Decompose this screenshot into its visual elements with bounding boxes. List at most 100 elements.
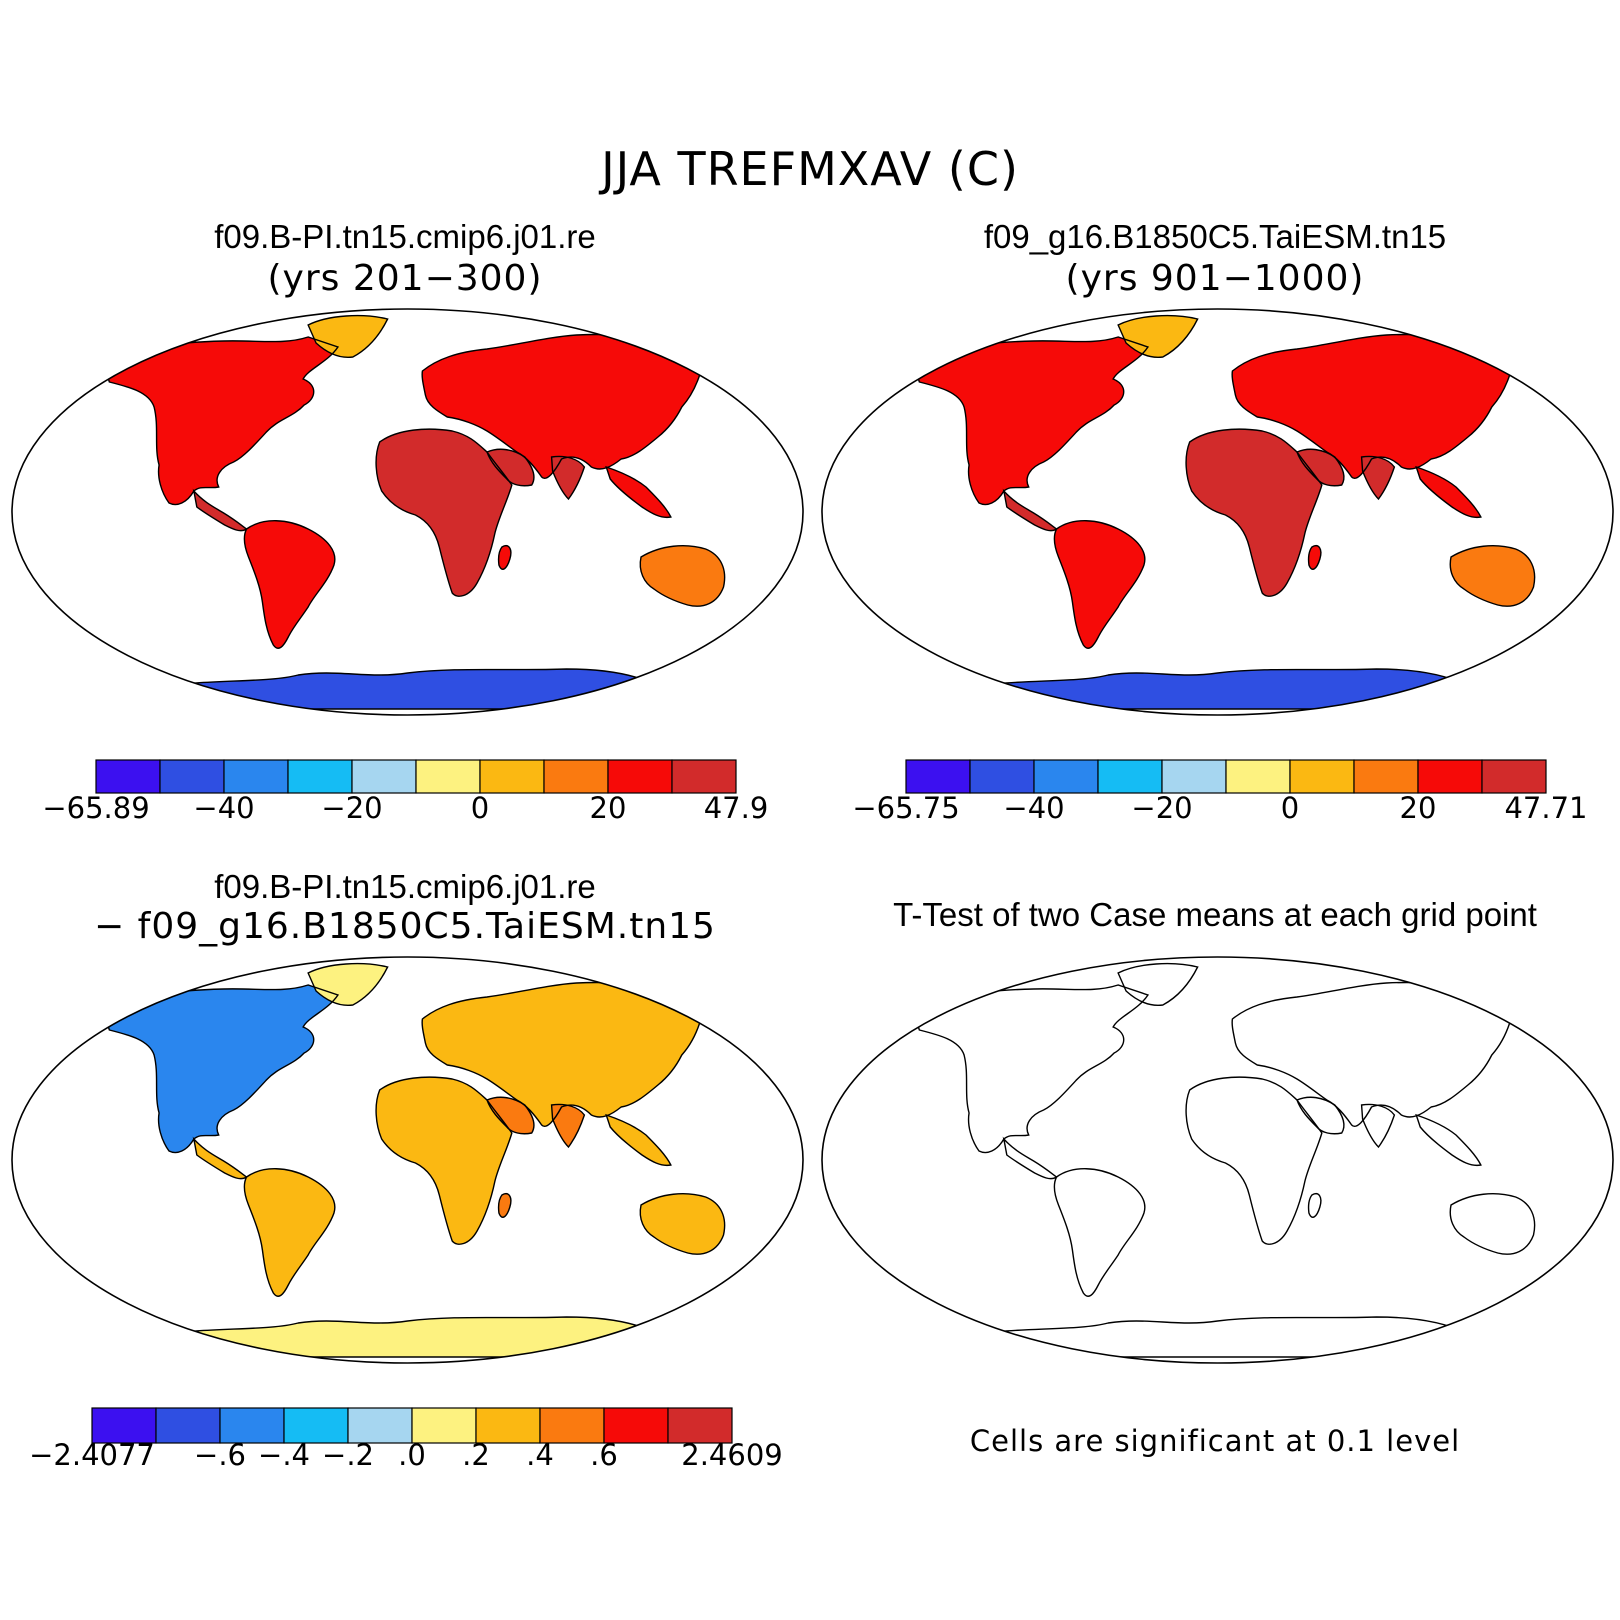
case1-madagascar-coast — [499, 546, 511, 570]
case2-antarctica-coast — [969, 669, 1466, 709]
map-difference-border — [12, 957, 803, 1363]
colorbar-case1-label-4: 20 — [590, 791, 627, 825]
colorbar-case1-box-0 — [95, 759, 161, 794]
panel-case2-title: f09_g16.B1850C5.TaiESM.tn15 — [983, 218, 1447, 255]
colorbar-case2-box-1 — [969, 759, 1035, 794]
case2-samerica-fill — [1054, 520, 1145, 649]
colorbar-case1-label-1: −40 — [193, 791, 254, 825]
case2-eurasia-fill — [1232, 334, 1516, 479]
ttest-namerica-coast — [914, 985, 1148, 1153]
map-case2 — [822, 309, 1613, 715]
ttest-arabia-fill — [1297, 1097, 1344, 1134]
ttest-india-fill — [1361, 1104, 1395, 1147]
case2-samerica-coast — [1054, 521, 1144, 649]
difference-africa-coast — [376, 1077, 512, 1244]
case1-australia-fill — [640, 545, 725, 607]
colorbar-case2: −65.75 −40 −20 0 20 47.71 — [852, 759, 1588, 825]
case2-greenland-fill — [1118, 315, 1198, 358]
case1-africa-fill — [376, 429, 512, 597]
map-difference — [12, 957, 803, 1363]
difference-namerica-fill — [104, 985, 338, 1153]
ttest-australia-coast — [1450, 1194, 1534, 1254]
difference-greenland-coast — [308, 964, 388, 1006]
difference-eurasia-fill — [422, 982, 706, 1127]
case2-arabia-coast — [1297, 449, 1344, 485]
ttest-namerica-fill — [914, 985, 1148, 1153]
case1-arabia-coast — [487, 449, 534, 485]
colorbar-case1-box-8 — [607, 759, 673, 794]
colorbar-case1-label-0: −65.89 — [42, 791, 149, 825]
map-case2-border — [822, 309, 1613, 715]
difference-seasia-fill — [606, 1115, 671, 1166]
ttest-antarctica-fill — [969, 1317, 1466, 1357]
colorbar-difference-label-7: .6 — [590, 1438, 618, 1472]
colorbar-case2-box-3 — [1097, 759, 1163, 794]
ttest-arabia-coast — [1297, 1097, 1344, 1133]
panel-case2-subtitle: (yrs 901−1000) — [1065, 258, 1365, 299]
panel-diff-subtitle: − f09_g16.B1850C5.TaiESM.tn15 — [94, 906, 716, 947]
colorbar-case2-box-4 — [1161, 759, 1227, 794]
ttest-eurasia-fill — [1232, 982, 1516, 1127]
figure-title: JJA TREFMXAV (C) — [601, 142, 1019, 196]
colorbar-difference-box-5 — [411, 1407, 477, 1444]
case2-australia-coast — [1450, 546, 1534, 606]
colorbar-case1-box-2 — [223, 759, 289, 794]
difference-antarctica-fill — [159, 1317, 656, 1357]
case1-africa-coast — [376, 429, 512, 596]
difference-india-coast — [552, 1104, 585, 1147]
colorbar-case2-box-8 — [1417, 759, 1483, 794]
case2-africa-coast — [1186, 429, 1322, 596]
colorbar-case1-box-5 — [415, 759, 481, 794]
colorbar-difference-label-2: −.4 — [258, 1438, 310, 1472]
case1-arabia-fill — [487, 449, 534, 486]
case1-namerica-coast — [104, 337, 338, 505]
case1-namerica-fill — [104, 337, 338, 505]
case2-arabia-fill — [1297, 449, 1344, 486]
colorbar-case1-box-7 — [543, 759, 609, 794]
colorbar-difference-box-4 — [347, 1407, 413, 1444]
colorbar-case1-box-3 — [287, 759, 353, 794]
case1-samerica-coast — [244, 521, 334, 649]
colorbar-difference-label-1: −.6 — [194, 1438, 246, 1472]
colorbar-difference-label-6: .4 — [526, 1438, 554, 1472]
case2-namerica-fill — [914, 337, 1148, 505]
colorbar-case2-box-5 — [1225, 759, 1291, 794]
case1-australia-coast — [640, 546, 724, 606]
case1-antarctica-coast — [159, 669, 656, 709]
map-case1-border — [12, 309, 803, 715]
case2-seasia-fill — [1416, 467, 1481, 518]
colorbar-case2-label-0: −65.75 — [852, 791, 959, 825]
difference-australia-fill — [640, 1193, 725, 1255]
case2-india-fill — [1361, 456, 1395, 499]
colorbar-case1-label-5: 47.9 — [704, 791, 769, 825]
difference-africa-fill — [376, 1077, 512, 1245]
difference-samerica-coast — [244, 1169, 334, 1297]
difference-greenland-fill — [308, 963, 388, 1006]
case2-india-coast — [1362, 456, 1395, 499]
colorbar-case2-box-0 — [905, 759, 971, 794]
colorbar-case1-box-9 — [671, 759, 737, 794]
ttest-india-coast — [1362, 1104, 1395, 1147]
map-case1 — [12, 309, 803, 715]
case2-seasia-coast — [1416, 467, 1481, 517]
case1-samerica-fill — [244, 520, 335, 649]
difference-antarctica-coast — [159, 1317, 656, 1357]
case1-greenland-coast — [308, 316, 388, 358]
ttest-africa-coast — [1186, 1077, 1322, 1244]
difference-seasia-coast — [606, 1115, 671, 1165]
ttest-seasia-fill — [1416, 1115, 1481, 1166]
case2-namerica-coast — [914, 337, 1148, 505]
significance-note: Cells are significant at 0.1 level — [969, 1424, 1461, 1458]
colorbar-difference-box-3 — [283, 1407, 349, 1444]
case1-camerica-fill — [193, 491, 247, 531]
colorbar-difference-box-7 — [539, 1407, 605, 1444]
panel-case1-subtitle: (yrs 201−300) — [267, 258, 543, 299]
case1-antarctica-fill — [159, 669, 656, 709]
colorbar-difference-box-1 — [155, 1407, 221, 1444]
difference-namerica-coast — [104, 985, 338, 1153]
difference-samerica-fill — [244, 1168, 335, 1297]
ttest-africa-fill — [1186, 1077, 1322, 1245]
colorbar-difference-box-6 — [475, 1407, 541, 1444]
case2-antarctica-fill — [969, 669, 1466, 709]
